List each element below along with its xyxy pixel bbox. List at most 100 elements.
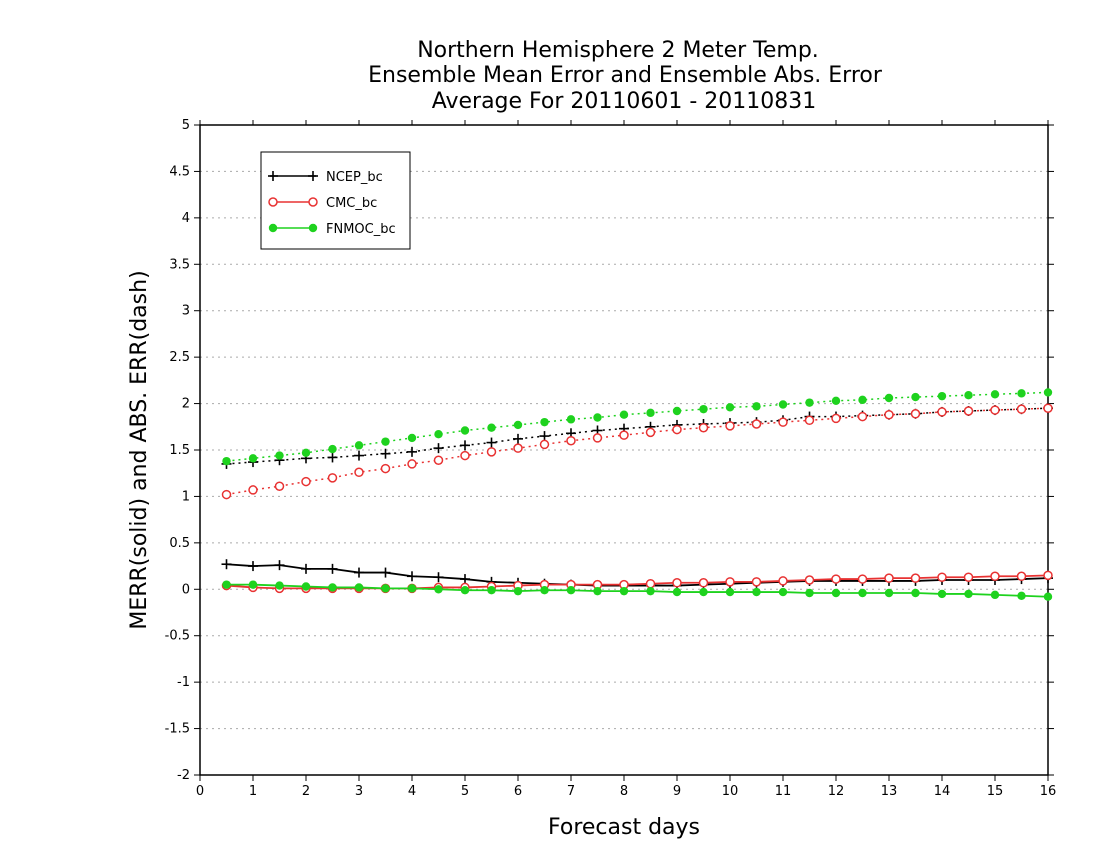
x-tick-label: 14 [934, 784, 951, 799]
x-tick-label: 12 [828, 784, 845, 799]
legend-label: NCEP_bc [326, 170, 383, 185]
merr-point [407, 584, 417, 593]
x-tick-label: 11 [775, 784, 792, 799]
merr-point [327, 563, 338, 574]
merr-point [831, 574, 841, 584]
y-tick-label: -1.5 [165, 722, 190, 737]
merr-point [752, 587, 761, 597]
abs-err-point [248, 485, 258, 495]
abs-err-point [566, 435, 576, 446]
merr-point [911, 588, 920, 598]
merr-point [699, 587, 708, 597]
abs-err-point [434, 430, 443, 439]
abs-err-point [804, 415, 815, 426]
merr-point [487, 586, 496, 595]
y-tick-label: 3.5 [169, 257, 190, 272]
merr-point [275, 581, 284, 590]
x-tick-label: 10 [722, 784, 739, 799]
y-tick-label: 5 [182, 118, 190, 133]
merr-point [725, 577, 735, 587]
x-axis: 0 1 2 3 4 5 6 7 8 9 10 11 12 13 14 15 16 [196, 120, 1056, 799]
merr-point [1043, 592, 1053, 601]
y-tick-label: -2 [177, 768, 190, 783]
abs-err-point [593, 413, 602, 422]
legend-marker [268, 223, 278, 233]
merr-point [380, 567, 391, 578]
abs-err-point [275, 451, 284, 460]
abs-err-point [248, 454, 258, 463]
abs-err-point [752, 402, 761, 411]
merr-point [593, 586, 602, 596]
x-tick-label: 4 [408, 784, 416, 799]
merr-point [884, 588, 894, 598]
merr-point [751, 577, 762, 587]
x-tick-label: 6 [514, 784, 522, 799]
abs-err-point [619, 410, 629, 419]
merr-point [672, 578, 682, 588]
x-tick-label: 1 [249, 784, 257, 799]
legend-marker [308, 223, 318, 233]
abs-err-point [672, 424, 682, 435]
abs-err-point [619, 430, 629, 440]
merr-point [513, 586, 523, 596]
abs-err-point [805, 398, 814, 407]
abs-err-point [645, 427, 656, 438]
abs-err-point [725, 421, 735, 431]
y-tick-label: 1.5 [169, 443, 190, 458]
merr-point [990, 571, 1000, 582]
merr-point [248, 561, 258, 572]
abs-err-point [963, 406, 974, 416]
merr-point [698, 578, 709, 588]
abs-err-point [831, 413, 841, 424]
merr-point [381, 584, 390, 593]
y-tick-label: 2 [182, 397, 190, 412]
abs-err-point [592, 433, 603, 443]
chart-title-line-3: Average For 20110601 - 20110831 [432, 89, 817, 114]
abs-err-point [699, 404, 708, 414]
abs-err-point [301, 476, 311, 487]
x-tick-label: 2 [302, 784, 310, 799]
abs-err-point [487, 423, 496, 432]
legend-label: FNMOC_bc [326, 222, 396, 237]
abs-err-point [354, 441, 364, 450]
y-tick-label: 0.5 [169, 536, 190, 551]
y-tick-label: 1 [182, 489, 190, 504]
merr-point [990, 590, 1000, 600]
abs-err-point [778, 417, 788, 427]
merr-point [646, 586, 655, 596]
abs-err-point [407, 433, 417, 443]
abs-err-point [222, 456, 231, 466]
x-tick-label: 7 [567, 784, 575, 799]
abs-err-point [751, 419, 762, 429]
merr-point [857, 574, 868, 584]
legend-marker [308, 197, 318, 207]
abs-err-point [221, 489, 232, 500]
abs-err-point [910, 409, 921, 419]
abs-err-point [911, 392, 920, 402]
abs-err-point [486, 437, 497, 448]
abs-err-point [884, 393, 894, 403]
grid-lines [200, 170, 1048, 730]
abs-err-point [354, 450, 364, 461]
merr-point [645, 578, 656, 589]
abs-err-point [566, 415, 576, 424]
merr-point [804, 575, 815, 585]
merr-point [672, 587, 682, 597]
merr-point [301, 563, 311, 574]
legend: NCEP_bc CMC_bc FNMOC_bc [260, 151, 411, 250]
abs-err-point [354, 467, 364, 478]
y-tick-label: 3 [182, 304, 190, 319]
abs-err-point [937, 407, 947, 417]
x-tick-label: 3 [355, 784, 363, 799]
merr-point [1016, 571, 1027, 582]
merr-point [566, 586, 576, 595]
abs-err-point [884, 409, 894, 420]
y-tick-label: -1 [177, 675, 190, 690]
abs-err-point [486, 447, 497, 457]
x-tick-label: 16 [1040, 784, 1057, 799]
abs-err-point [433, 455, 444, 465]
merr-point [831, 588, 841, 598]
x-tick-label: 5 [461, 784, 469, 799]
series-CMC_bc [221, 403, 1053, 594]
merr-line-FNMOC_bc [226, 583, 1049, 598]
